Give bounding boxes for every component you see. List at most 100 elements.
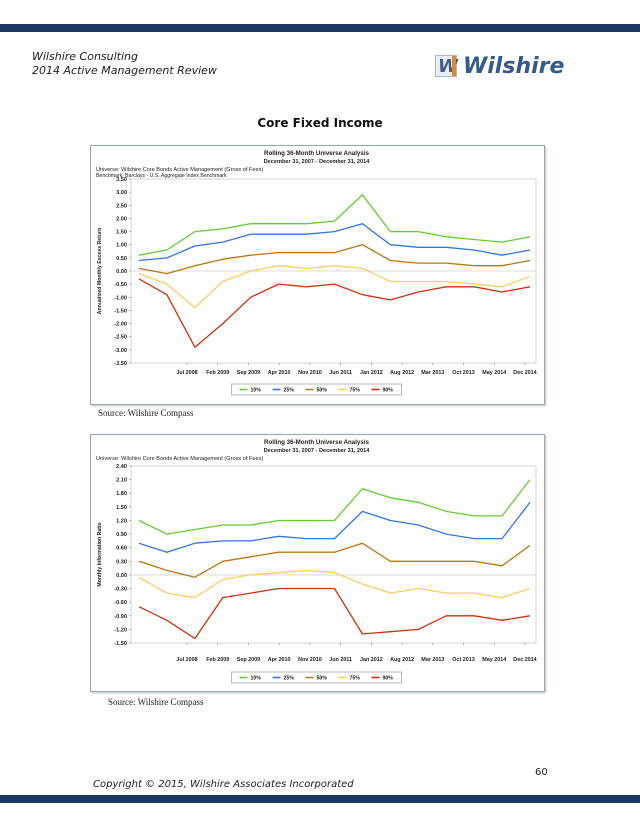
- chart-panel-excess-return: Rolling 36-Month Universe Analysis Decemb…: [90, 145, 545, 405]
- x-tick-label: Jan 2012: [360, 657, 383, 663]
- chart-universe-label: Universe: Wilshire Core Bonds Active Man…: [96, 456, 263, 462]
- series-line-50pct: [138, 542, 531, 578]
- x-tick-label: Dec 2014: [513, 657, 536, 663]
- legend-label: 75%: [350, 676, 361, 682]
- chart-excess-return: Rolling 36-Month Universe Analysis Decemb…: [91, 146, 542, 402]
- logo-accent-stripe: [452, 56, 456, 76]
- y-tick-label: 0.00: [116, 573, 127, 579]
- chart-subtitle: December 31, 2007 - December 31, 2014: [264, 448, 371, 454]
- page-title: Core Fixed Income: [257, 116, 383, 130]
- y-tick-label: 1.00: [116, 243, 127, 249]
- series-line-75pct: [138, 265, 531, 309]
- legend-label: 90%: [383, 676, 394, 682]
- x-tick-label: Mar 2013: [421, 370, 444, 376]
- x-tick-label: Mar 2013: [421, 657, 444, 663]
- legend-label: 25%: [284, 388, 295, 394]
- x-tick-label: Apr 2010: [268, 657, 291, 663]
- y-tick-label: 0.00: [116, 269, 127, 275]
- wilshire-logo: W Wilshire: [435, 51, 564, 81]
- y-tick-label: 2.00: [116, 216, 127, 222]
- legend-label: 50%: [317, 676, 328, 682]
- series-line-90pct: [138, 278, 531, 348]
- plot-area: [130, 465, 537, 644]
- chart-universe-label: Universe: Wilshire Core Bonds Active Man…: [96, 167, 263, 173]
- y-tick-label: 1.20: [116, 518, 127, 524]
- y-tick-label: -0.90: [114, 614, 127, 620]
- y-tick-label: -2.50: [114, 335, 127, 341]
- y-tick-label: 0.50: [116, 256, 127, 262]
- x-tick-label: Jun 2011: [329, 370, 352, 376]
- y-tick-label: -0.50: [114, 282, 127, 288]
- x-tick-label: Apr 2010: [268, 370, 291, 376]
- x-tick-label: May 2014: [482, 657, 506, 663]
- series-line-50pct: [138, 244, 531, 275]
- y-tick-label: 2.40: [116, 464, 127, 470]
- bottom-bar: [0, 795, 640, 803]
- header-report: 2014 Active Management Review: [32, 64, 217, 77]
- y-tick-label: -1.20: [114, 627, 127, 633]
- x-tick-label: Nov 2010: [298, 657, 322, 663]
- legend-box: [231, 671, 402, 684]
- chart-panel-information-ratio: Rolling 36-Month Universe Analysis Decemb…: [90, 434, 545, 692]
- logo-wordmark: Wilshire: [463, 53, 565, 79]
- y-tick-label: -1.50: [114, 308, 127, 314]
- x-tick-label: Sep 2009: [237, 370, 260, 376]
- y-tick-label: -0.60: [114, 600, 127, 606]
- y-tick-label: -3.50: [114, 361, 127, 367]
- x-tick-label: Jan 2012: [360, 370, 383, 376]
- chart-source-2: Source: Wilshire Compass: [108, 697, 204, 707]
- y-tick-label: 0.30: [116, 559, 127, 565]
- x-tick-label: Sep 2009: [237, 657, 260, 663]
- legend-label: 75%: [350, 388, 361, 394]
- y-tick-label: 1.50: [116, 230, 127, 236]
- x-tick-label: May 2014: [482, 370, 506, 376]
- legend-label: 90%: [383, 388, 394, 394]
- x-tick-label: Dec 2014: [513, 370, 536, 376]
- series-line-25pct: [138, 223, 531, 262]
- chart-benchmark-label: Benchmark: Barclays - U.S. Aggregate Ind…: [96, 173, 227, 179]
- x-tick-label: Oct 2013: [452, 370, 474, 376]
- legend-label: 10%: [251, 388, 262, 394]
- x-tick-label: Feb 2009: [206, 657, 229, 663]
- y-tick-label: -3.00: [114, 348, 127, 354]
- legend-label: 25%: [284, 676, 295, 682]
- series-line-75pct: [138, 569, 531, 599]
- y-tick-label: -2.00: [114, 322, 127, 328]
- y-axis-label: Monthly Information Ratio: [97, 522, 103, 586]
- page-number: 60: [535, 767, 548, 778]
- logo-mark-icon: W: [435, 55, 458, 77]
- chart-source-1: Source: Wilshire Compass: [98, 408, 194, 418]
- y-tick-label: -1.00: [114, 295, 127, 301]
- y-tick-label: 2.10: [116, 478, 127, 484]
- x-tick-label: Aug 2012: [390, 657, 414, 663]
- chart-information-ratio: Rolling 36-Month Universe Analysis Decemb…: [91, 435, 542, 689]
- legend-label: 10%: [251, 676, 262, 682]
- x-tick-label: Feb 2009: [206, 370, 229, 376]
- x-tick-label: Oct 2013: [452, 657, 474, 663]
- x-tick-label: Nov 2010: [298, 370, 322, 376]
- x-tick-label: Aug 2012: [390, 370, 414, 376]
- x-tick-label: Jul 2008: [176, 657, 197, 663]
- chart-title: Rolling 36-Month Universe Analysis: [264, 150, 370, 157]
- series-line-25pct: [138, 501, 531, 553]
- y-tick-label: 3.50: [116, 177, 127, 183]
- legend-box: [231, 383, 402, 396]
- y-tick-label: 0.60: [116, 546, 127, 552]
- y-tick-label: -0.30: [114, 587, 127, 593]
- x-tick-label: Jun 2011: [329, 657, 352, 663]
- header-company: Wilshire Consulting: [32, 50, 138, 63]
- y-tick-label: 1.50: [116, 505, 127, 511]
- series-line-10pct: [138, 479, 531, 535]
- y-axis-label: Annualized Monthly Excess Return: [97, 228, 103, 314]
- series-line-10pct: [138, 194, 531, 256]
- legend-label: 50%: [317, 388, 328, 394]
- y-tick-label: 1.80: [116, 491, 127, 497]
- y-tick-label: 3.00: [116, 190, 127, 196]
- y-tick-label: 0.90: [116, 532, 127, 538]
- y-tick-label: 2.50: [116, 203, 127, 209]
- y-tick-label: -1.50: [114, 641, 127, 647]
- copyright: Copyright © 2015, Wilshire Associates In…: [93, 779, 354, 790]
- chart-subtitle: December 31, 2007 - December 31, 2014: [264, 159, 371, 165]
- series-line-90pct: [138, 587, 531, 640]
- chart-title: Rolling 36-Month Universe Analysis: [264, 439, 370, 446]
